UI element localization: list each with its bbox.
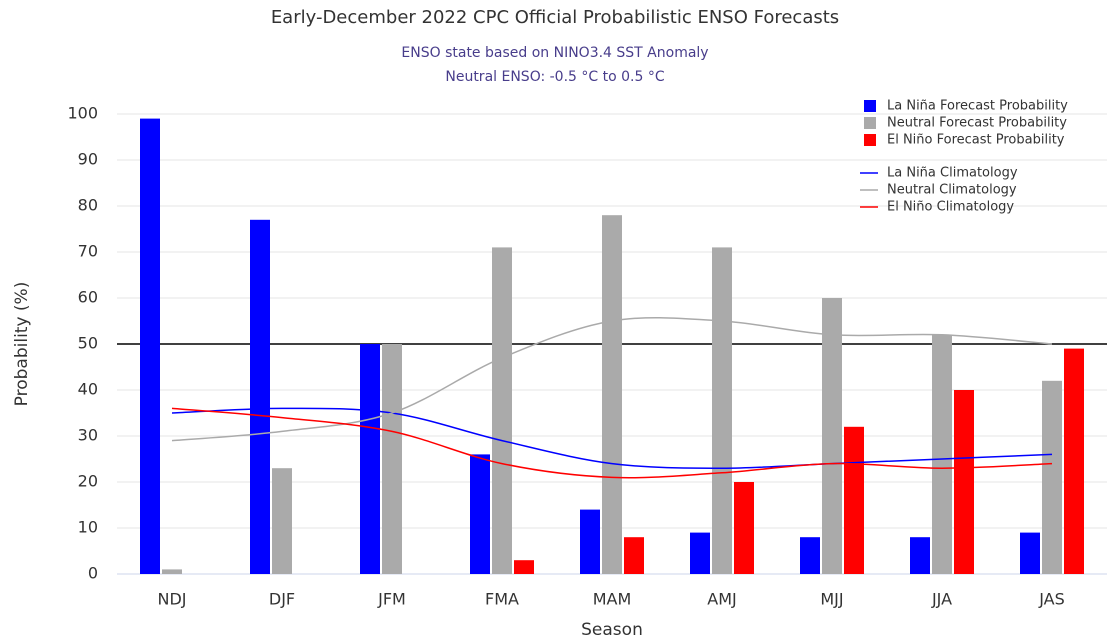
y-tick-label: 10 [78, 518, 98, 537]
bar [954, 390, 974, 574]
x-tick-label: MJJ [820, 590, 843, 609]
y-tick-label: 70 [78, 242, 98, 261]
bar [712, 247, 732, 574]
legend-label: La Niña Climatology [887, 166, 1018, 181]
bar [492, 247, 512, 574]
legend-label: La Niña Forecast Probability [887, 99, 1068, 114]
bar [844, 426, 864, 574]
bar [1064, 348, 1084, 574]
bar [580, 509, 600, 574]
bar [162, 569, 182, 574]
bar [822, 298, 842, 574]
legend-label: El Niño Climatology [887, 200, 1014, 215]
chart-subtitle: Neutral ENSO: -0.5 °C to 0.5 °C [445, 69, 664, 85]
legend-label: Neutral Forecast Probability [887, 116, 1067, 131]
legend-swatch [864, 134, 876, 146]
y-tick-label: 20 [78, 472, 98, 491]
bar [624, 537, 644, 574]
climatology-line [171, 316, 1053, 442]
bar [272, 468, 292, 574]
legend-swatch [864, 117, 876, 129]
bar [360, 344, 380, 574]
bar [602, 215, 622, 574]
x-tick-label: NDJ [157, 590, 186, 609]
y-tick-label: 30 [78, 426, 98, 445]
bar [800, 537, 820, 574]
y-tick-label: 90 [78, 150, 98, 169]
bar [250, 219, 270, 575]
bar [514, 560, 534, 574]
x-tick-label: AMJ [707, 590, 736, 609]
bar [910, 537, 930, 574]
bar [932, 334, 952, 574]
x-tick-label: JJA [931, 590, 952, 609]
bar [140, 118, 160, 574]
bar [690, 532, 710, 574]
climatology-line [171, 407, 1053, 479]
y-tick-label: 60 [78, 288, 98, 307]
x-tick-label: DJF [269, 590, 295, 609]
chart-subtitle: ENSO state based on NINO3.4 SST Anomaly [401, 45, 708, 61]
legend-label: El Niño Forecast Probability [887, 133, 1065, 148]
bar [1042, 380, 1062, 574]
x-tick-label: JFM [377, 590, 406, 609]
legend-label: Neutral Climatology [887, 183, 1017, 198]
climatology-line [171, 407, 1053, 469]
bar [470, 454, 490, 574]
y-tick-label: 40 [78, 380, 98, 399]
chart-title: Early-December 2022 CPC Official Probabi… [271, 7, 839, 28]
x-tick-label: FMA [485, 590, 519, 609]
y-axis-label: Probability (%) [12, 282, 32, 407]
x-tick-label: MAM [593, 590, 632, 609]
x-tick-label: JAS [1038, 590, 1065, 609]
y-tick-label: 0 [88, 564, 98, 583]
y-tick-label: 50 [78, 334, 98, 353]
y-tick-label: 100 [67, 104, 98, 123]
legend-swatch [864, 100, 876, 112]
bar [1020, 532, 1040, 574]
bar [382, 344, 402, 574]
y-tick-label: 80 [78, 196, 98, 215]
bar [734, 482, 754, 574]
x-axis-label: Season [581, 620, 643, 640]
